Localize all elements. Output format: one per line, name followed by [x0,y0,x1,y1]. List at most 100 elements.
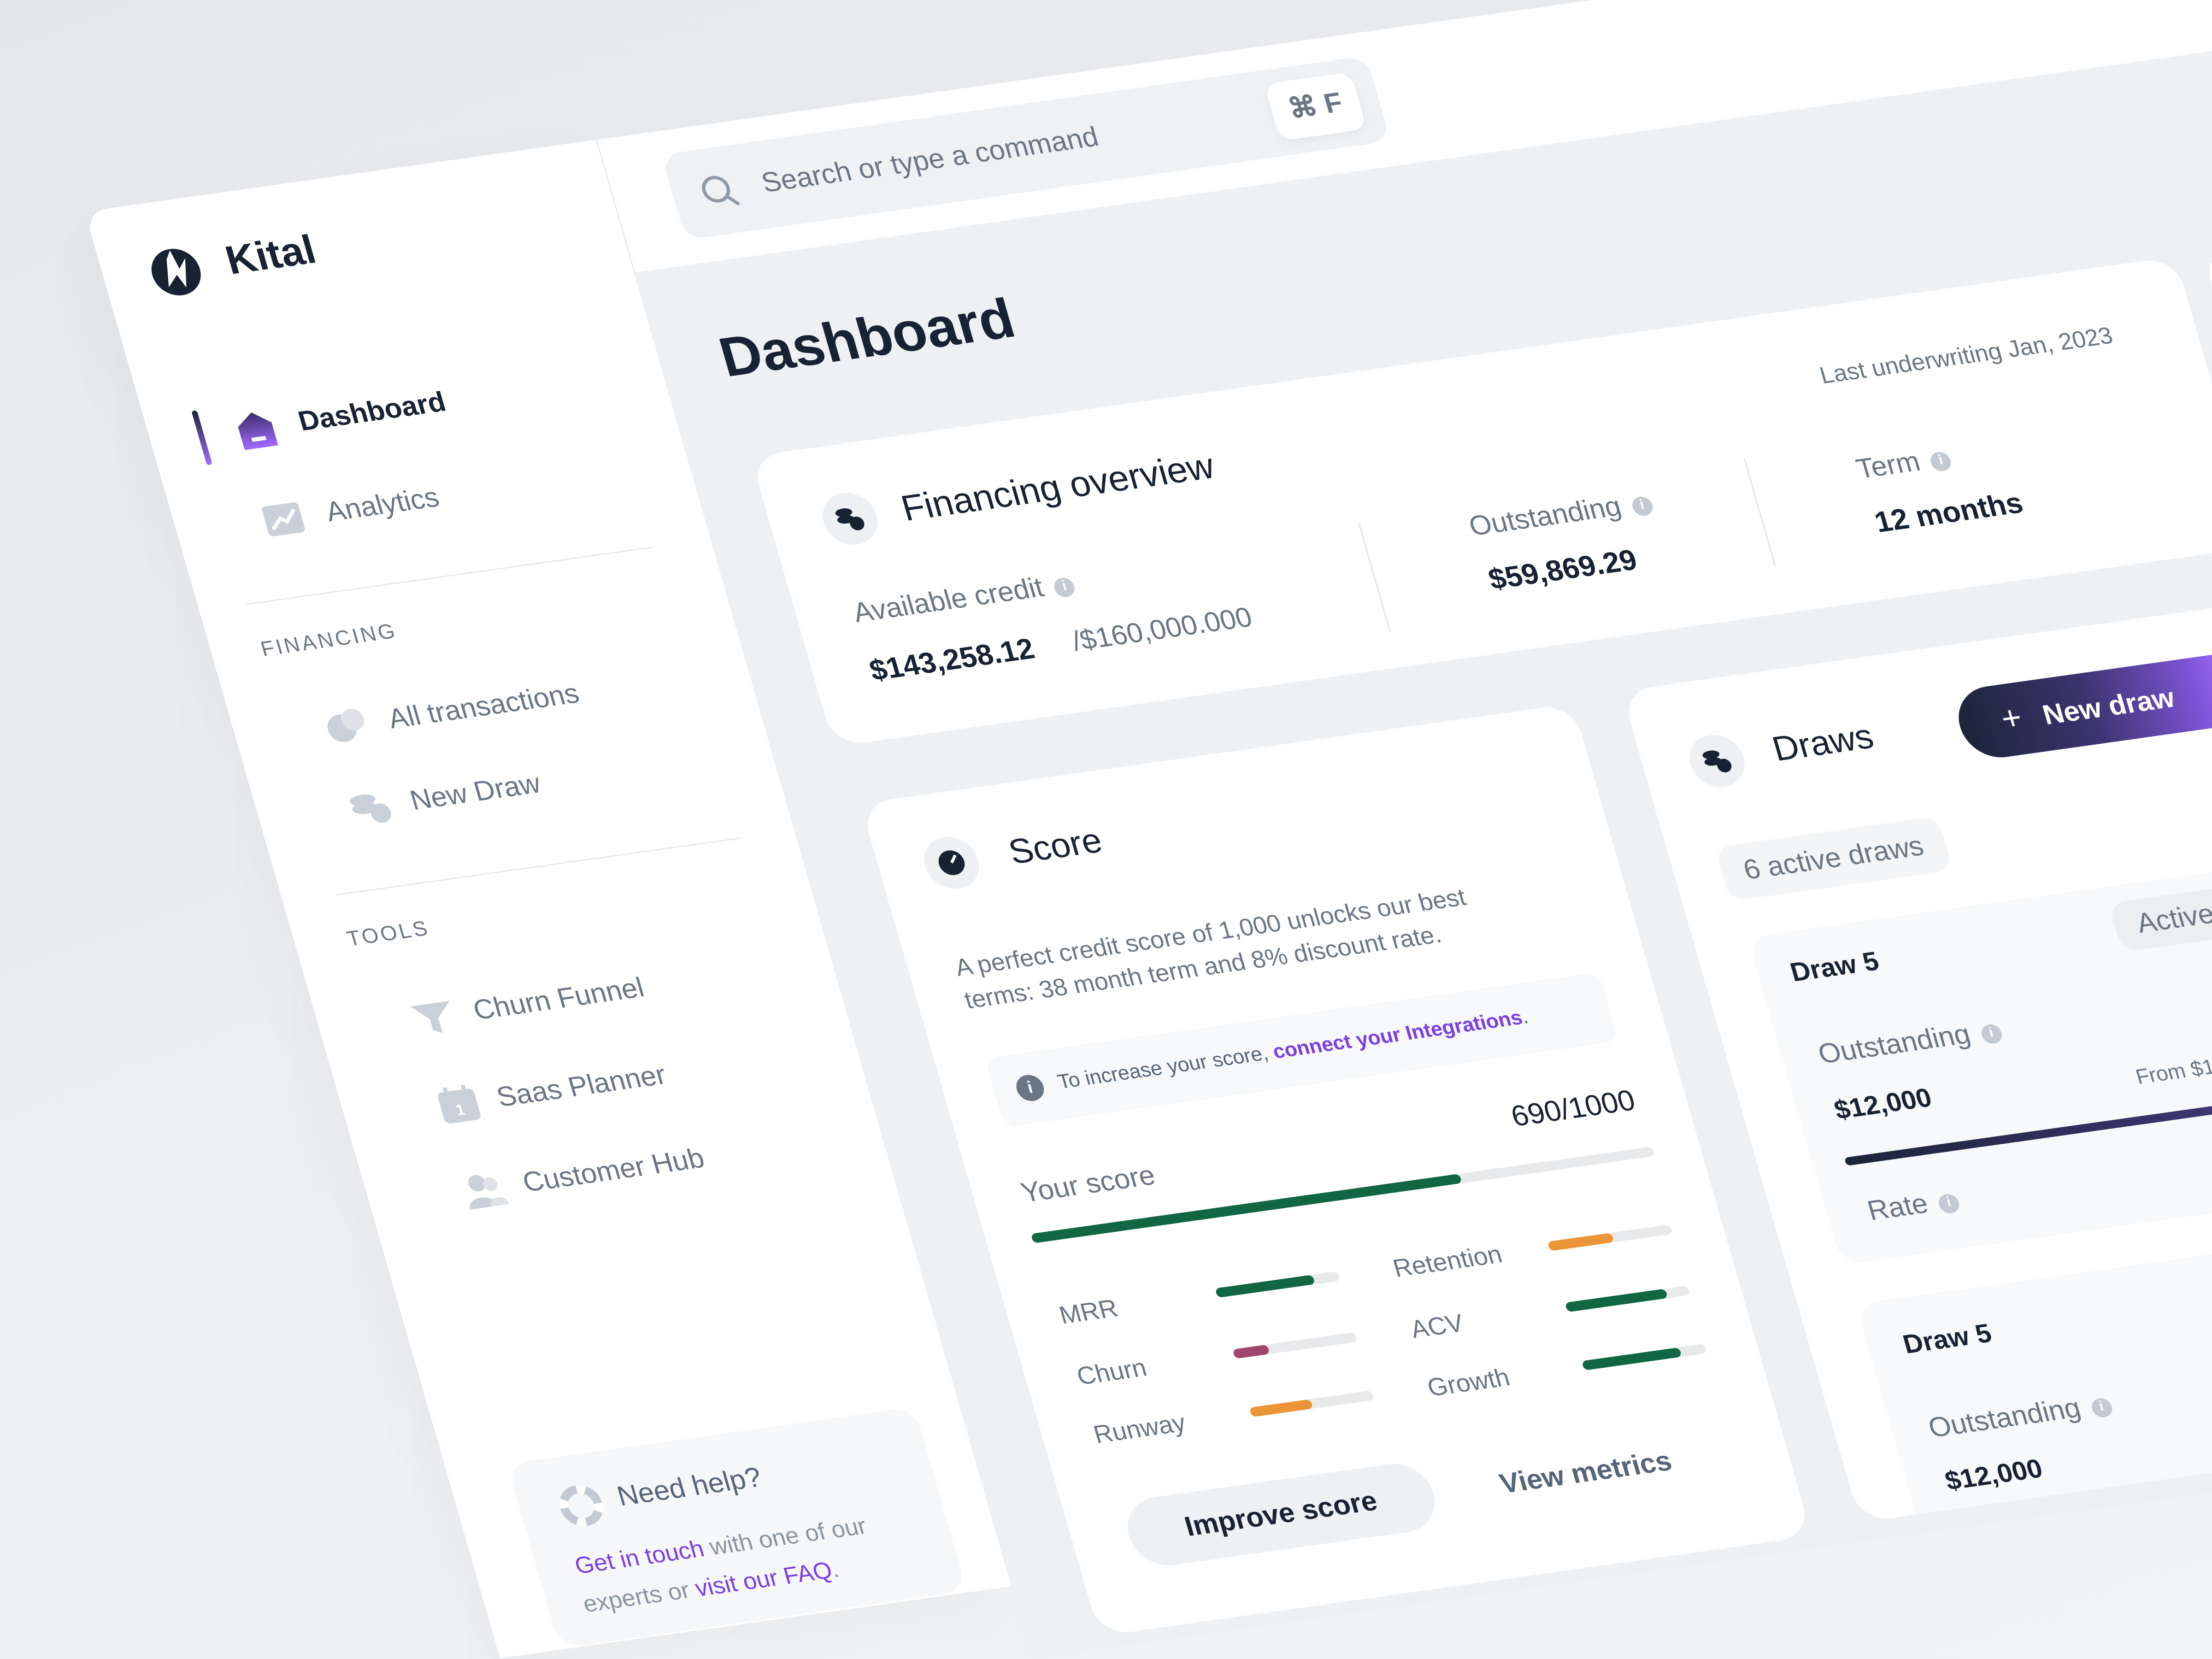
info-icon[interactable]: i [1936,1193,1962,1215]
outstanding-label: Outstanding i [1465,487,1656,544]
connect-integrations-link[interactable]: connect your Integrations [1270,1007,1525,1064]
score-value: 690/1000 [1507,1085,1639,1134]
info-icon[interactable]: i [1630,495,1655,518]
info-icon[interactable]: i [2089,1397,2114,1419]
help-title: Need help? [614,1463,765,1513]
sidebar-item-all-transactions[interactable]: All transactions [320,647,752,753]
sidebar-divider [247,547,652,605]
available-credit-value: $143,258.12 [866,633,1038,688]
search-placeholder: Search or type a command [758,122,1102,199]
label-text: Term [1853,447,1924,486]
divider [1358,523,1391,632]
divider [1743,458,1776,567]
sidebar-divider [335,837,741,896]
status-badge: Active [2108,886,2212,953]
label-text: Outstanding [1815,1019,1974,1071]
draw-name: Draw 5 [1900,1319,1995,1360]
metric-bar [1547,1224,1673,1252]
funnel-icon [408,998,462,1046]
sidebar-item-label: Churn Funnel [470,973,648,1027]
metric-label: Churn [1073,1353,1150,1391]
sidebar-item-label: Saas Planner [493,1060,670,1114]
metric-label: Growth [1424,1363,1513,1402]
search-icon [696,171,745,218]
help-text: experts or [580,1576,700,1618]
help-box: Need help? Get in touch with one of our … [506,1406,968,1648]
view-metrics-link[interactable]: View metrics [1496,1446,1676,1500]
info-icon[interactable]: i [1979,1023,2004,1045]
metric-label: ACV [1407,1309,1467,1344]
draws-card: Draws + New draw 6 active draws Draw 5 A… [1621,530,2212,1523]
metric-bar-fill [1215,1274,1316,1298]
metric-bar [1215,1271,1341,1298]
info-icon[interactable]: i [1929,450,1954,472]
coins-icon [1683,731,1751,791]
active-draws-badge: 6 active draws [1714,816,1953,902]
sidebar-item-customer-hub[interactable]: Customer Hub [453,1112,885,1218]
tools-section-heading: TOOLS [344,917,433,952]
help-text: with one of our [700,1512,870,1562]
sidebar-item-new-draw[interactable]: New Draw [343,729,775,834]
chart-icon [259,500,308,539]
get-in-touch-link[interactable]: Get in touch [571,1535,707,1580]
improve-score-button[interactable]: Improve score [1119,1459,1443,1570]
coins-icon [816,489,884,548]
shortcut-badge: ⌘ F [1264,72,1367,141]
card-title: Draws [1768,717,1878,770]
sidebar-item-saas-planner[interactable]: 1 Saas Planner [429,1027,861,1132]
label-text: Outstanding [1925,1393,2084,1444]
term-label: Term i [1853,442,1955,487]
card-title: Financing overview [896,444,1219,529]
users-icon [459,1169,513,1219]
rate-label: Rate i [1864,1185,1963,1229]
sidebar-item-dashboard[interactable]: Dashboard [229,353,661,458]
calendar-icon: 1 [434,1082,486,1133]
draw-name: Draw 5 [1787,947,1883,988]
financing-section-heading: FINANCING [258,619,400,662]
term-value: 12 months [1871,487,2027,539]
last-underwriting: Last underwriting Jan, 2023 [1817,322,2116,389]
sidebar-item-label: Dashboard [295,387,450,438]
outstanding-value: $12,000 [1942,1455,2047,1497]
label-text: Outstanding [1465,491,1625,543]
gauge-icon [918,833,986,893]
sidebar-item-label: All transactions [385,678,583,735]
new-draw-button[interactable]: + New draw [1950,646,2212,762]
sidebar-item-label: Customer Hub [519,1143,708,1199]
search-input[interactable]: Search or type a command ⌘ F [661,55,1391,240]
metric-bar [1232,1332,1358,1359]
lifebuoy-icon [554,1483,610,1536]
metric-bar-fill [1565,1288,1668,1312]
available-credit-label: Available credit i [850,568,1078,630]
metric-bar-fill [1232,1344,1270,1359]
faq-link[interactable]: visit our FAQ [692,1557,835,1602]
label-text: Rate [1864,1188,1932,1227]
tip-text: To increase your score, connect your Int… [1055,1006,1531,1094]
sidebar-item-churn-funnel[interactable]: Churn Funnel [404,940,836,1045]
draw-from: From $1 [2133,1055,2212,1090]
sidebar-item-label: Analytics [322,482,443,529]
info-icon[interactable]: i [1052,577,1077,599]
coins-icon [344,786,399,836]
your-score-label: Your score [1018,1160,1159,1209]
home-icon [233,409,280,452]
metric-bar [1565,1285,1690,1312]
plus-icon: + [1996,699,2027,739]
score-description: A perfect credit score of 1,000 unlocks … [951,880,1479,1017]
kital-logo-icon [144,244,208,300]
outstanding-label: Outstanding i [1815,1015,2005,1072]
card-title: Score [1004,821,1107,872]
sidebar-item-analytics[interactable]: Analytics [258,441,690,547]
score-card: Score A perfect credit score of 1,000 un… [860,703,1812,1636]
metric-label: Runway [1090,1409,1189,1449]
metric-bar [1581,1343,1707,1371]
sidebar-item-label: New Draw [406,769,544,817]
transactions-icon [321,704,376,755]
outstanding-value: $59,869.29 [1485,544,1641,596]
app-name: Kital [221,228,321,284]
tip-label: To increase your score, [1055,1042,1277,1094]
metric-label: Retention [1389,1240,1506,1282]
sidebar: Kital Dashboard Analytics FINANCING All … [84,140,1012,1659]
outstanding-label: Outstanding i [1925,1389,2115,1446]
metric-bar-fill [1581,1347,1683,1371]
